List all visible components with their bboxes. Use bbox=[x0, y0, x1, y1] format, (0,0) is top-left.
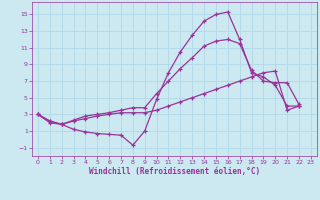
X-axis label: Windchill (Refroidissement éolien,°C): Windchill (Refroidissement éolien,°C) bbox=[89, 167, 260, 176]
